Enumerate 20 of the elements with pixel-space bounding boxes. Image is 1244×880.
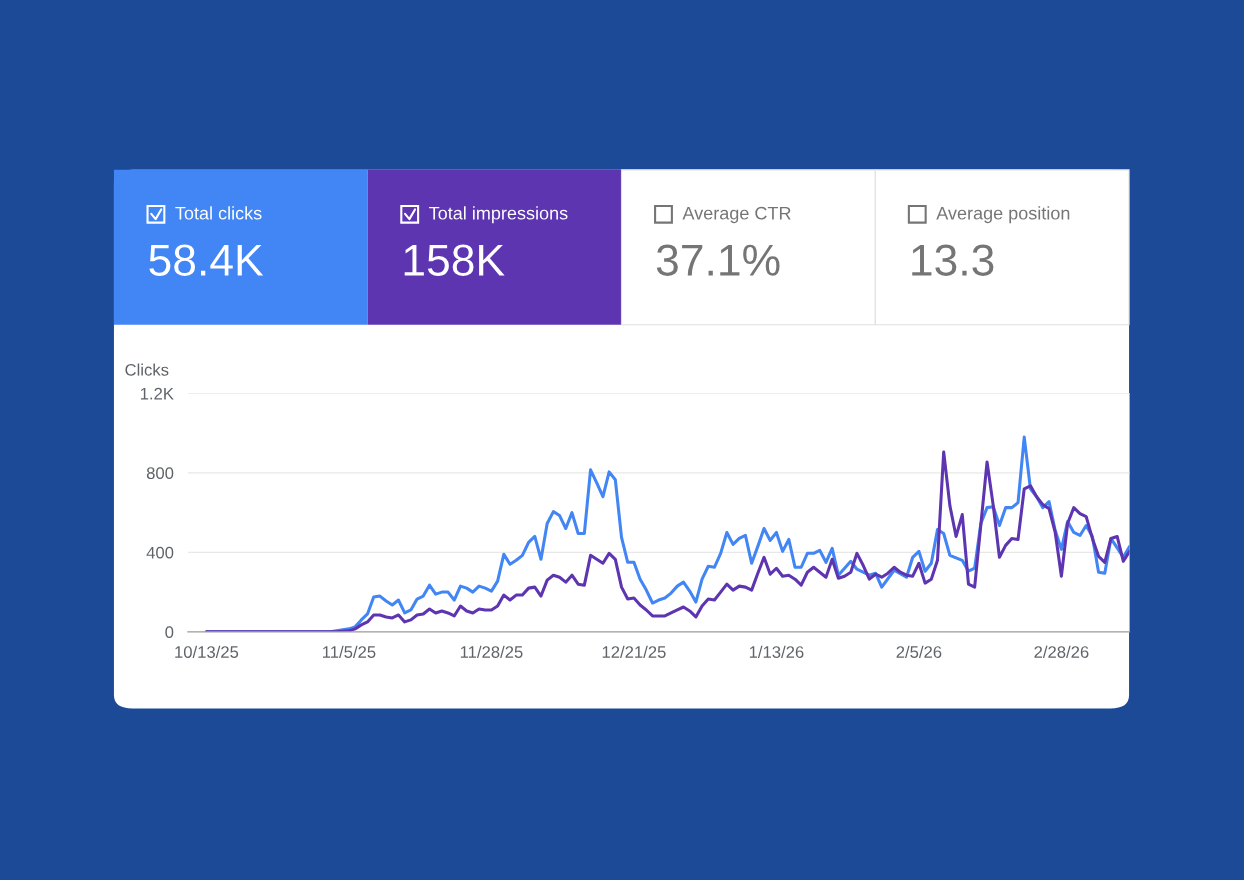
- text: 58.4K: [149, 244, 264, 276]
- x-tick-label: 2/28/26: [1034, 645, 1089, 658]
- y-tick-label: 0: [165, 626, 174, 639]
- y-tick-label: 400: [146, 546, 174, 559]
- y-tick-label: 800: [146, 467, 174, 480]
- text: 37.1%: [656, 244, 780, 276]
- text: 13.3: [912, 244, 994, 276]
- y-tick-label: 1.2K: [140, 387, 174, 400]
- x-tick-label: 10/13/25: [175, 645, 239, 658]
- text: Total clicks: [175, 206, 262, 220]
- x-tick-label: 11/28/25: [460, 645, 523, 658]
- text: Total impressions: [429, 206, 568, 224]
- x-tick-label: 12/21/25: [602, 645, 666, 658]
- x-tick-label: 2/5/26: [896, 645, 942, 658]
- text: Average position: [936, 206, 1070, 224]
- text: 158K: [404, 244, 505, 276]
- text: Average CTR: [682, 206, 791, 224]
- x-tick-label: 11/5/25: [323, 645, 376, 658]
- x-tick-label: 1/13/26: [749, 645, 804, 658]
- y-axis-title: Clicks: [125, 363, 169, 376]
